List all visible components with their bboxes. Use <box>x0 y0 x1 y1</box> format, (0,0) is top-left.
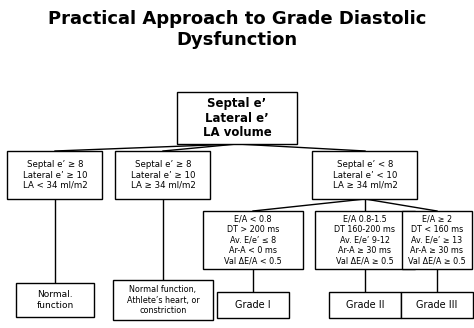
Text: Normal function,
Athlete’s heart, or
constriction: Normal function, Athlete’s heart, or con… <box>127 285 200 315</box>
Text: Grade I: Grade I <box>235 300 271 310</box>
FancyBboxPatch shape <box>16 283 94 317</box>
Text: Septal e’ ≥ 8
Lateral e’ ≥ 10
LA < 34 ml/m2: Septal e’ ≥ 8 Lateral e’ ≥ 10 LA < 34 ml… <box>23 160 87 190</box>
Text: Grade II: Grade II <box>346 300 384 310</box>
Text: Septal e’
Lateral e’
LA volume: Septal e’ Lateral e’ LA volume <box>202 96 272 139</box>
FancyBboxPatch shape <box>217 292 289 318</box>
Text: E/A 0.8-1.5
DT 160-200 ms
Av. E/e’ 9-12
Ar-A ≥ 30 ms
Val ΔE/A ≥ 0.5: E/A 0.8-1.5 DT 160-200 ms Av. E/e’ 9-12 … <box>335 215 395 265</box>
FancyBboxPatch shape <box>312 151 418 199</box>
Text: E/A ≥ 2
DT < 160 ms
Av. E/e’ ≥ 13
Ar-A ≥ 30 ms
Val ΔE/A ≥ 0.5: E/A ≥ 2 DT < 160 ms Av. E/e’ ≥ 13 Ar-A ≥… <box>408 215 466 265</box>
Text: Practical Approach to Grade Diastolic
Dysfunction: Practical Approach to Grade Diastolic Dy… <box>48 10 426 49</box>
Text: E/A < 0.8
DT > 200 ms
Av. E/e’ ≤ 8
Ar-A < 0 ms
Val ΔE/A < 0.5: E/A < 0.8 DT > 200 ms Av. E/e’ ≤ 8 Ar-A … <box>224 215 282 265</box>
FancyBboxPatch shape <box>203 211 303 269</box>
FancyBboxPatch shape <box>402 211 472 269</box>
FancyBboxPatch shape <box>177 92 297 144</box>
FancyBboxPatch shape <box>329 292 401 318</box>
FancyBboxPatch shape <box>116 151 210 199</box>
Text: Grade III: Grade III <box>416 300 458 310</box>
FancyBboxPatch shape <box>8 151 102 199</box>
FancyBboxPatch shape <box>315 211 415 269</box>
FancyBboxPatch shape <box>401 292 473 318</box>
Text: Septal e’ ≥ 8
Lateral e’ ≥ 10
LA ≥ 34 ml/m2: Septal e’ ≥ 8 Lateral e’ ≥ 10 LA ≥ 34 ml… <box>130 160 195 190</box>
Text: Septal e’ < 8
Lateral e’ < 10
LA ≥ 34 ml/m2: Septal e’ < 8 Lateral e’ < 10 LA ≥ 34 ml… <box>333 160 397 190</box>
FancyBboxPatch shape <box>113 280 213 320</box>
Text: Normal.
function: Normal. function <box>36 290 73 310</box>
